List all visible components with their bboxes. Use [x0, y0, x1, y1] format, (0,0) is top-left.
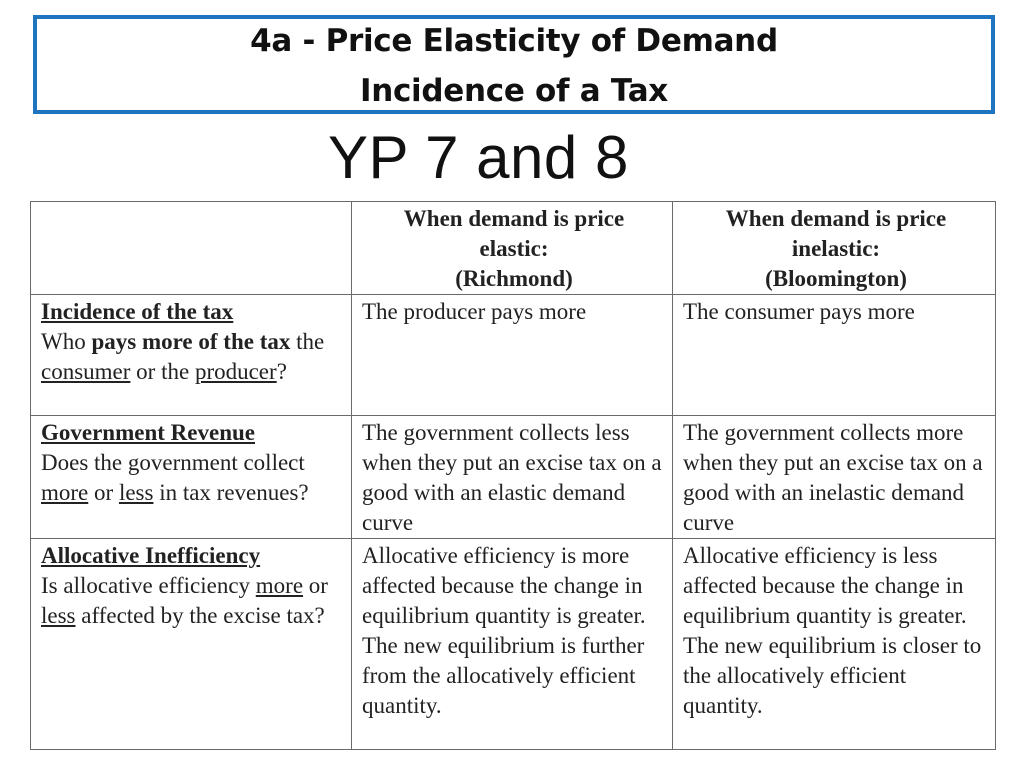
inelastic-answer: Allocative efficiency is less affected b… — [672, 538, 996, 750]
header-elastic-line3: (Richmond) — [455, 266, 573, 291]
question-option: producer — [194, 359, 277, 384]
inelastic-answer: The government collects more when they p… — [672, 415, 996, 539]
header-inelastic-line1: When demand is price — [725, 206, 947, 231]
header-inelastic-line3: (Bloomington) — [765, 266, 907, 291]
header-elastic: When demand is price elastic: (Richmond) — [351, 201, 673, 295]
question-text: affected by the excise tax? — [75, 603, 325, 628]
header-elastic-line1: When demand is price — [403, 206, 625, 231]
elastic-answer: The government collects less when they p… — [351, 415, 673, 539]
question-text: or — [303, 573, 328, 598]
question-text: the — [290, 329, 325, 354]
row-title: Government Revenue — [41, 420, 255, 445]
question-text: in tax revenues? — [153, 480, 309, 505]
question-text: or the — [130, 359, 195, 384]
slide-title: 4a - Price Elasticity of Demand — [250, 23, 778, 59]
row-title: Incidence of the tax — [41, 299, 234, 324]
table-row: Government Revenue Does the government co… — [30, 415, 996, 539]
slide-title-line2: Incidence of a Tax — [359, 73, 669, 109]
question-text: ? — [276, 359, 287, 384]
question-text: Who — [41, 329, 92, 354]
elastic-answer: Allocative efficiency is more affected b… — [351, 538, 673, 750]
question-option: less — [118, 480, 154, 505]
question-option: less — [41, 603, 76, 628]
slide-subtitle: YP 7 and 8 — [328, 124, 629, 191]
question-text: or — [88, 480, 119, 505]
header-elastic-line2: elastic: — [479, 236, 549, 261]
inelastic-answer: The consumer pays more — [672, 294, 996, 416]
row-question-cell: Allocative Inefficiency Is allocative eff… — [30, 538, 352, 750]
table-row: Incidence of the tax Who pays more of the… — [30, 294, 996, 416]
question-text: Is allocative efficiency — [41, 573, 256, 598]
row-title: Allocative Inefficiency — [41, 543, 261, 568]
title-banner: 4a - Price Elasticity of Demand Incidenc… — [33, 15, 995, 114]
header-inelastic: When demand is price inelastic: (Bloomin… — [672, 201, 996, 295]
elastic-answer: The producer pays more — [351, 294, 673, 416]
table-row: Allocative Inefficiency Is allocative eff… — [30, 538, 996, 750]
header-empty-cell — [30, 201, 352, 295]
row-question-cell: Government Revenue Does the government co… — [30, 415, 352, 539]
table-header-row: When demand is price elastic: (Richmond)… — [30, 201, 996, 295]
row-question-cell: Incidence of the tax Who pays more of the… — [30, 294, 352, 416]
question-option: consumer — [41, 359, 131, 384]
question-option: more — [255, 573, 304, 598]
question-text: Does the government collect — [41, 450, 305, 475]
header-inelastic-line2: inelastic: — [791, 236, 881, 261]
question-option: more — [41, 480, 89, 505]
question-emphasis: pays more of the tax — [91, 329, 291, 354]
comparison-table: When demand is price elastic: (Richmond)… — [30, 201, 996, 750]
